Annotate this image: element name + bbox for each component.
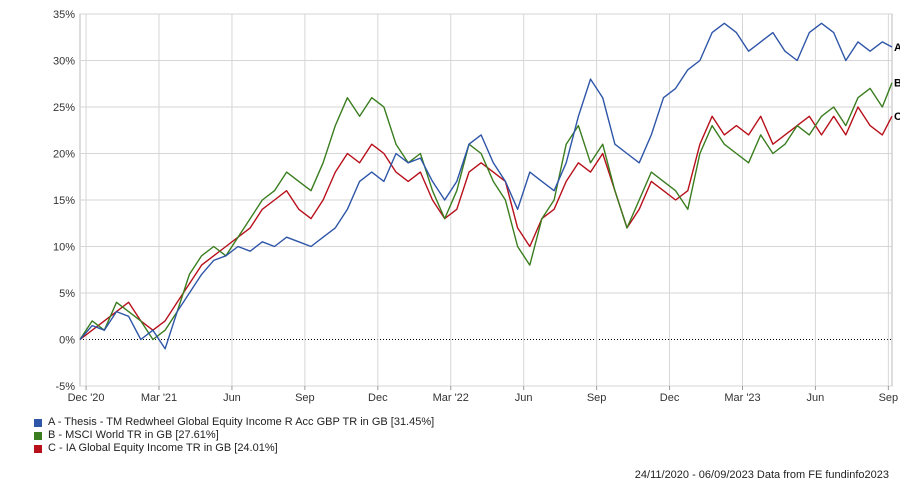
x-tick-label: Mar '21: [141, 392, 177, 404]
legend-item-c: C - IA Global Equity Income TR in GB [24…: [34, 442, 434, 455]
legend-swatch-a: [34, 418, 42, 427]
y-tick-label: 5%: [59, 288, 75, 300]
legend: A - Thesis - TM Redwheel Global Equity I…: [34, 416, 434, 455]
legend-label-b: B - MSCI World TR in GB [27.61%]: [48, 429, 219, 441]
series-line-a: [79, 22, 893, 350]
y-tick-label: 30%: [53, 56, 75, 68]
end-label-c: C: [894, 111, 900, 123]
legend-label-a: A - Thesis - TM Redwheel Global Equity I…: [48, 416, 435, 428]
legend-item-a: A - Thesis - TM Redwheel Global Equity I…: [34, 416, 434, 429]
x-tick-label: Jun: [223, 392, 241, 404]
x-tick-label: Sep: [587, 392, 607, 404]
x-tick-label: Jun: [515, 392, 533, 404]
x-tick-label: Dec '20: [68, 392, 105, 404]
legend-label-c: C - IA Global Equity Income TR in GB [24…: [48, 442, 278, 454]
series-line-b: [79, 82, 893, 341]
legend-swatch-c: [34, 444, 42, 453]
end-label-a: A: [894, 42, 900, 54]
y-tick-label: 25%: [53, 102, 75, 114]
line-chart: -5% 0% 5% 10% 15% 20% 25% 30% 35% Dec '20 Mar '21 J…: [53, 9, 900, 404]
x-tick-label: Mar '22: [433, 392, 469, 404]
y-tick-label: 20%: [53, 149, 75, 161]
y-tick-label: -5%: [55, 381, 75, 393]
x-tick-label: Sep: [295, 392, 315, 404]
x-tick-label: Dec: [368, 392, 388, 404]
y-tick-label: 15%: [53, 195, 75, 207]
x-tick-label: Jun: [807, 392, 825, 404]
x-tick-label: Mar '23: [724, 392, 760, 404]
legend-swatch-b: [34, 431, 42, 440]
end-label-b: B: [894, 78, 900, 90]
x-tick-label: Sep: [879, 392, 899, 404]
y-tick-label: 35%: [53, 9, 75, 21]
y-tick-label: 10%: [53, 242, 75, 254]
legend-item-b: B - MSCI World TR in GB [27.61%]: [34, 429, 434, 442]
x-tick-label: Dec: [660, 392, 680, 404]
y-tick-label: 0%: [59, 335, 75, 347]
data-source-footer: 24/11/2020 - 06/09/2023 Data from FE fun…: [634, 469, 889, 481]
